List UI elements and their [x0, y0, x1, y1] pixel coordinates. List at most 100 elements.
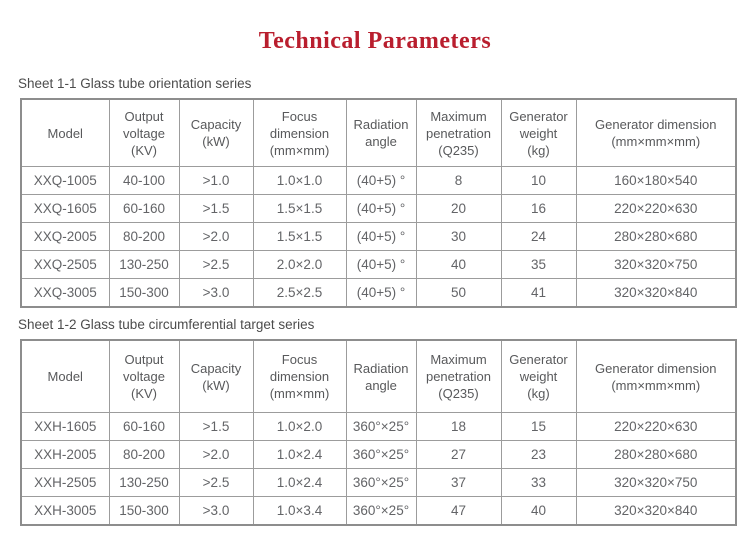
table-cell: 80-200	[108, 440, 180, 469]
table-cell: XXQ-2005	[20, 222, 110, 251]
column-header: Capacity (kW)	[178, 98, 254, 167]
table-cell: XXQ-3005	[20, 278, 110, 308]
table-cell: 60-160	[108, 194, 180, 223]
table-cell: (40+5) °	[345, 222, 417, 251]
table-row: XXQ-3005 150-300 >3.0 2.5×2.5 (40+5) ° 50 41 32…	[20, 278, 737, 308]
table-cell: 150-300	[108, 496, 180, 526]
table-cell: >1.0	[178, 166, 254, 195]
table-cell: (40+5) °	[345, 278, 417, 308]
table-cell: 8	[415, 166, 502, 195]
table-cell: 2.0×2.0	[252, 250, 347, 279]
table-cell: XXH-2005	[20, 440, 110, 469]
table-cell: (40+5) °	[345, 194, 417, 223]
column-header: Model	[20, 98, 110, 167]
table-cell: 1.0×2.4	[252, 468, 347, 497]
table-cell: >3.0	[178, 496, 254, 526]
table-cell: XXQ-1005	[20, 166, 110, 195]
table-cell: 1.0×1.0	[252, 166, 347, 195]
page-title: Technical Parameters	[258, 28, 492, 54]
column-header: Output voltage (KV)	[108, 98, 180, 167]
table-cell: 130-250	[108, 250, 180, 279]
table-cell: 60-160	[108, 412, 180, 441]
table-cell: 360°×25°	[345, 440, 417, 469]
column-header: Radiation angle	[345, 98, 417, 167]
column-header: Maximum penetration (Q235)	[415, 98, 502, 167]
column-header: Generator weight (kg)	[500, 98, 577, 167]
table-cell: (40+5) °	[345, 250, 417, 279]
table-cell: 37	[415, 468, 502, 497]
header-row: Model Output voltage (KV) Capacity (kW) Foc…	[20, 98, 737, 167]
table-cell: >1.5	[178, 194, 254, 223]
table-cell: XXQ-2505	[20, 250, 110, 279]
column-header: Focus dimension (mm×mm)	[252, 339, 347, 413]
table-row: XXH-3005 150-300 >3.0 1.0×3.4 360°×25° 47 40 32…	[20, 496, 737, 526]
column-header: Output voltage (KV)	[108, 339, 180, 413]
table-cell: 160×180×540	[575, 166, 737, 195]
column-header: Generator dimension (mm×mm×mm)	[575, 98, 737, 167]
table-cell: (40+5) °	[345, 166, 417, 195]
table-cell: 280×280×680	[575, 440, 737, 469]
table-cell: 80-200	[108, 222, 180, 251]
table-cell: 220×220×630	[575, 194, 737, 223]
table-cell: 1.0×3.4	[252, 496, 347, 526]
table-cell: >3.0	[178, 278, 254, 308]
table-row: XXH-1605 60-160 >1.5 1.0×2.0 360°×25° 18 15 220…	[20, 412, 737, 441]
table-row: XXQ-1605 60-160 >1.5 1.5×1.5 (40+5) ° 20 16 220…	[20, 194, 737, 223]
table-cell: 18	[415, 412, 502, 441]
table-row: XXH-2505 130-250 >2.5 1.0×2.4 360°×25° 37 33 32…	[20, 468, 737, 497]
table-row: XXQ-2005 80-200 >2.0 1.5×1.5 (40+5) ° 30 24 280…	[20, 222, 737, 251]
table-cell: 220×220×630	[575, 412, 737, 441]
column-header: Capacity (kW)	[178, 339, 254, 413]
table-cell: 2.5×2.5	[252, 278, 347, 308]
table-cell: >2.0	[178, 440, 254, 469]
table-cell: >2.5	[178, 250, 254, 279]
table-cell: 15	[500, 412, 577, 441]
table1-caption: Sheet 1-1 Glass tube orientation series	[18, 76, 252, 91]
table-cell: 320×320×750	[575, 250, 737, 279]
table-cell: 35	[500, 250, 577, 279]
glass-tube-circumferential-table: Model Output voltage (KV) Capacity (kW) Foc…	[20, 339, 737, 526]
table-cell: 47	[415, 496, 502, 526]
glass-tube-orientation-table: Model Output voltage (KV) Capacity (kW) Foc…	[20, 98, 737, 308]
table-cell: 41	[500, 278, 577, 308]
table-cell: >2.0	[178, 222, 254, 251]
table-row: XXQ-1005 40-100 >1.0 1.0×1.0 (40+5) ° 8 10 160×…	[20, 166, 737, 195]
table-cell: 360°×25°	[345, 496, 417, 526]
table-cell: XXH-2505	[20, 468, 110, 497]
table-cell: XXQ-1605	[20, 194, 110, 223]
table-cell: 16	[500, 194, 577, 223]
column-header: Generator weight (kg)	[500, 339, 577, 413]
table-cell: 10	[500, 166, 577, 195]
column-header: Radiation angle	[345, 339, 417, 413]
column-header: Maximum penetration (Q235)	[415, 339, 502, 413]
column-header: Generator dimension (mm×mm×mm)	[575, 339, 737, 413]
table-cell: 130-250	[108, 468, 180, 497]
table-cell: 150-300	[108, 278, 180, 308]
table-cell: 40-100	[108, 166, 180, 195]
table-cell: 320×320×840	[575, 278, 737, 308]
table-cell: 30	[415, 222, 502, 251]
column-header: Model	[20, 339, 110, 413]
table-cell: 1.0×2.4	[252, 440, 347, 469]
table-cell: >2.5	[178, 468, 254, 497]
table-cell: >1.5	[178, 412, 254, 441]
table-row: XXQ-2505 130-250 >2.5 2.0×2.0 (40+5) ° 40 35 32…	[20, 250, 737, 279]
table-cell: 360°×25°	[345, 412, 417, 441]
table-cell: 50	[415, 278, 502, 308]
column-header: Focus dimension (mm×mm)	[252, 98, 347, 167]
table-cell: 1.0×2.0	[252, 412, 347, 441]
table-cell: 280×280×680	[575, 222, 737, 251]
table-cell: 320×320×840	[575, 496, 737, 526]
table-cell: 320×320×750	[575, 468, 737, 497]
table-cell: 24	[500, 222, 577, 251]
table-cell: 27	[415, 440, 502, 469]
table-cell: XXH-3005	[20, 496, 110, 526]
table-cell: 40	[415, 250, 502, 279]
table-row: XXH-2005 80-200 >2.0 1.0×2.4 360°×25° 27 23 280…	[20, 440, 737, 469]
table-cell: 360°×25°	[345, 468, 417, 497]
table-cell: 20	[415, 194, 502, 223]
table-cell: 1.5×1.5	[252, 222, 347, 251]
table-cell: 1.5×1.5	[252, 194, 347, 223]
table-cell: 23	[500, 440, 577, 469]
table2-caption: Sheet 1-2 Glass tube circumferential tar…	[18, 317, 315, 332]
